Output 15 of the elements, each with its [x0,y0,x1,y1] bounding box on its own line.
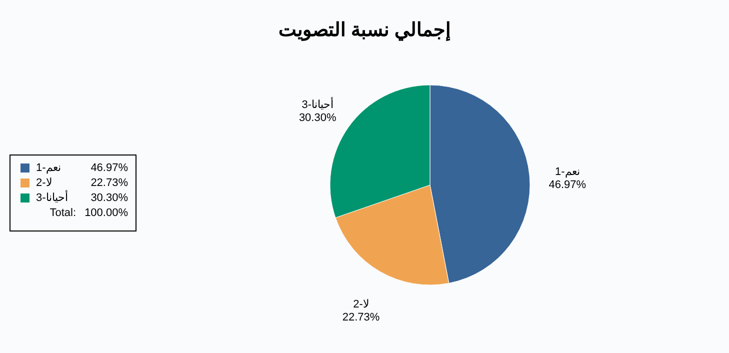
slice-label: 3-أحيانا [302,96,334,111]
text: 46.97% [90,162,128,174]
legend-label: 2-لا [36,177,52,189]
data-label: 30.30% [298,112,336,124]
text: 30.30% [90,192,128,204]
text: 100.00% [84,207,128,219]
legend-label: 1-نعم [36,162,61,174]
data-label: 22.73% [342,312,380,324]
text: Total: [50,207,76,219]
legend-label: 3-أحيانا [36,190,68,204]
slice-label: 2-لا [353,298,369,311]
text: 22.73% [90,177,128,189]
data-label: 46.97% [548,178,586,191]
chart-title: إجمالي نسبة التصويت [278,20,450,42]
slice-label: 1-نعم [554,166,580,178]
